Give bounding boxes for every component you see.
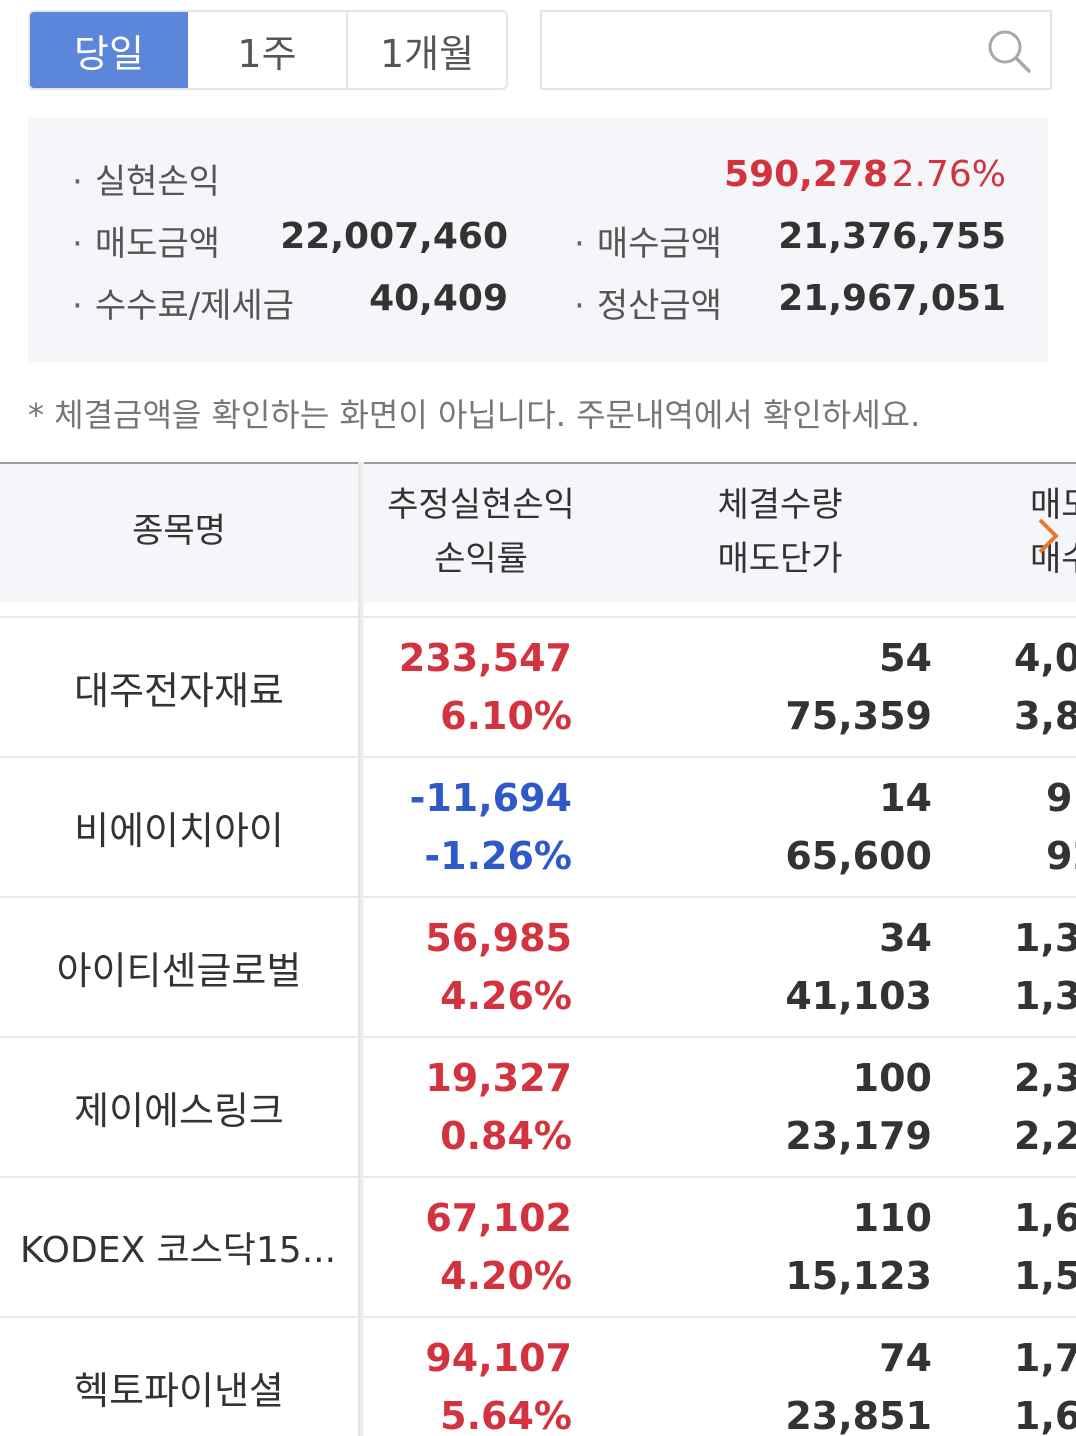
realized-pl-value: 590,278 <box>724 154 888 195</box>
settlement-label: 정산금액 <box>574 278 722 327</box>
pl-rate: 6.10% <box>440 694 572 738</box>
estimated-pl: 67,102 <box>425 1196 572 1240</box>
settlement-value: 21,967,051 <box>778 278 1006 319</box>
realized-pl-rate: 2.76% <box>891 154 1006 195</box>
fixed-column-divider <box>358 462 364 1436</box>
exec-qty: 74 <box>879 1336 932 1380</box>
tab-1month[interactable]: 1개월 <box>379 31 475 76</box>
realized-pl-label: 실현손익 <box>72 154 220 203</box>
table-row[interactable]: 아이티센글로벌 56,985 4.26% 34 41,103 1,39 1,33 <box>0 896 1076 1036</box>
sell-amount: 4,06 <box>1014 636 1076 680</box>
sell-amount: 1,76 <box>1014 1336 1076 1380</box>
header-name: 종목명 <box>132 511 226 551</box>
pl-rate: 4.20% <box>440 1254 572 1298</box>
stock-name: KODEX 코스닥15... <box>20 1230 337 1271</box>
header-pl: 추정실현손익 <box>387 485 575 525</box>
estimated-pl: 56,985 <box>425 916 572 960</box>
sell-amount: 1,66 <box>1014 1196 1076 1240</box>
sell-amount: 2,31 <box>1014 1056 1076 1100</box>
stock-name: 아이티센글로벌 <box>56 948 302 993</box>
stock-name: 제이에스링크 <box>74 1088 284 1133</box>
notice-text: * 체결금액을 확인하는 화면이 아닙니다. 주문내역에서 확인하세요. <box>28 396 921 434</box>
sell-price: 75,359 <box>785 694 932 738</box>
search-box[interactable] <box>540 10 1052 90</box>
table-row[interactable]: 비에이치아이 -11,694 -1.26% 14 65,600 91 92 <box>0 756 1076 896</box>
exec-qty: 14 <box>879 776 932 820</box>
buy-amount-value: 21,376,755 <box>778 216 1006 257</box>
sell-amount-label: 매도금액 <box>72 216 220 265</box>
fee-tax-value: 40,409 <box>369 278 508 319</box>
sell-amount-value: 22,007,460 <box>280 216 508 257</box>
sell-price: 65,600 <box>785 834 932 878</box>
table-row[interactable]: KODEX 코스닥15... 67,102 4.20% 110 15,123 1… <box>0 1176 1076 1316</box>
estimated-pl: 94,107 <box>425 1336 572 1380</box>
search-icon[interactable] <box>984 26 1034 76</box>
buy-amount-label: 매수금액 <box>574 216 722 265</box>
estimated-pl: 19,327 <box>425 1056 572 1100</box>
buy-amount: 1,33 <box>1014 974 1076 1018</box>
exec-qty: 54 <box>879 636 932 680</box>
table-row[interactable]: 대주전자재료 233,547 6.10% 54 75,359 4,06 3,82 <box>0 616 1076 756</box>
exec-qty: 110 <box>852 1196 932 1240</box>
buy-amount: 3,82 <box>1014 694 1076 738</box>
stock-name: 헥토파이낸셜 <box>74 1368 284 1413</box>
fee-tax-label: 수수료/제세금 <box>72 278 294 327</box>
estimated-pl: -11,694 <box>409 776 572 820</box>
pl-rate: 4.26% <box>440 974 572 1018</box>
buy-amount: 1,66 <box>1014 1394 1076 1436</box>
sell-amount: 91 <box>1046 776 1076 820</box>
period-tabs: 당일 1주 1개월 <box>28 10 508 90</box>
header-sell-price: 매도단가 <box>717 539 843 579</box>
stock-name: 비에이치아이 <box>74 808 284 853</box>
chevron-right-icon[interactable] <box>1036 516 1060 556</box>
tab-today[interactable]: 당일 <box>30 12 188 88</box>
buy-amount: 1,59 <box>1014 1254 1076 1298</box>
trade-table[interactable]: 종목명 추정실현손익 손익률 체결수량 매도단가 매도 매수 대주전자재료 23… <box>0 462 1076 1436</box>
pl-rate: 0.84% <box>440 1114 572 1158</box>
header-buy-amount: 매수 <box>1030 539 1076 579</box>
search-input[interactable] <box>556 22 976 78</box>
header-qty: 체결수량 <box>717 485 843 525</box>
tab-1week[interactable]: 1주 <box>188 12 348 88</box>
table-row[interactable]: 헥토파이낸셜 94,107 5.64% 74 23,851 1,76 1,66 <box>0 1316 1076 1436</box>
pl-rate: 5.64% <box>440 1394 572 1436</box>
sell-price: 15,123 <box>785 1254 932 1298</box>
exec-qty: 34 <box>879 916 932 960</box>
sell-amount: 1,39 <box>1014 916 1076 960</box>
sell-price: 23,179 <box>785 1114 932 1158</box>
stock-name: 대주전자재료 <box>74 668 284 713</box>
header-pl-rate: 손익률 <box>434 539 528 579</box>
pl-rate: -1.26% <box>424 834 572 878</box>
estimated-pl: 233,547 <box>398 636 572 680</box>
sell-price: 23,851 <box>785 1394 932 1436</box>
summary-panel: 실현손익 590,278 2.76% 매도금액 22,007,460 매수금액 … <box>28 118 1048 362</box>
header-sell-amount: 매도 <box>1030 485 1076 525</box>
exec-qty: 100 <box>852 1056 932 1100</box>
buy-amount: 92 <box>1046 834 1076 878</box>
table-header: 종목명 추정실현손익 손익률 체결수량 매도단가 매도 매수 <box>0 462 1076 602</box>
buy-amount: 2,29 <box>1014 1114 1076 1158</box>
table-row[interactable]: 제이에스링크 19,327 0.84% 100 23,179 2,31 2,29 <box>0 1036 1076 1176</box>
sell-price: 41,103 <box>785 974 932 1018</box>
